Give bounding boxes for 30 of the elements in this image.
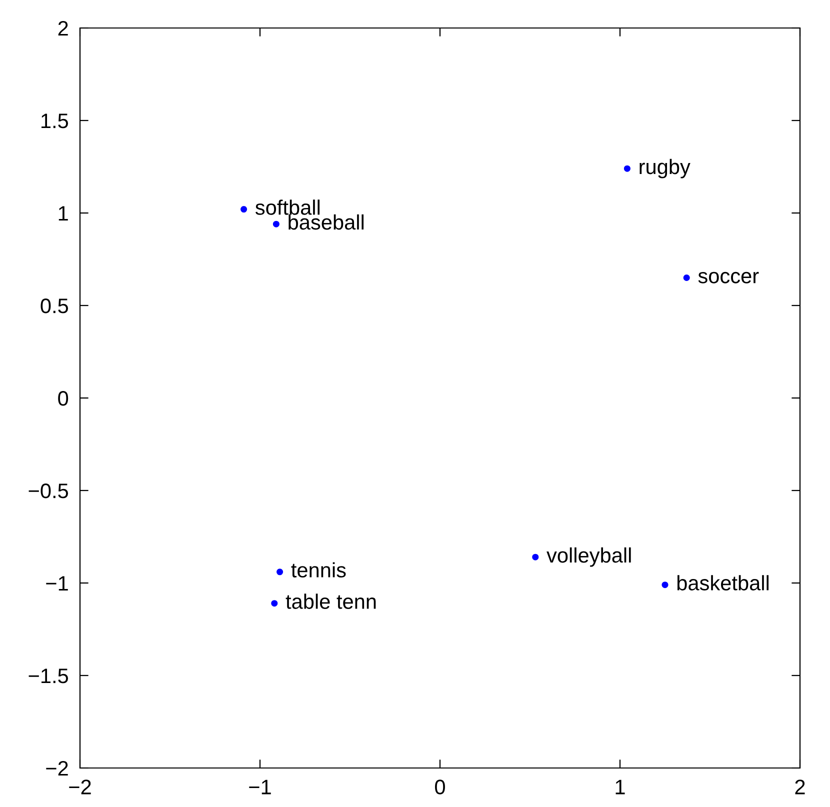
point [662, 582, 668, 588]
point [272, 220, 280, 228]
annotation: softball [255, 200, 320, 215]
x-tick-label: −2 [69, 780, 91, 794]
annotation: volleyball [546, 547, 631, 567]
point [624, 165, 630, 172]
y-tick-label: −1.5 [28, 668, 68, 684]
y-tick-label: −2 [46, 761, 68, 776]
y-tick-label: 1 [58, 206, 68, 221]
annotation: soccer [698, 272, 759, 284]
y-tick-label: 0 [58, 391, 68, 406]
point [532, 554, 539, 560]
y-tick-label: 0.5 [40, 298, 68, 314]
y-tick-label: 1.5 [42, 114, 68, 128]
point [683, 274, 690, 282]
annotation: basketball [677, 575, 769, 590]
annotation: table tenn [286, 594, 376, 609]
y-tick-label: −0.5 [28, 484, 68, 498]
annotation: tennis [291, 562, 346, 578]
annotation: baseball [288, 214, 364, 230]
x-tick-label: 0 [435, 780, 445, 794]
point [271, 600, 278, 607]
x-tick-label: 2 [795, 780, 805, 794]
point [276, 568, 284, 576]
y-tick-label: 2 [58, 21, 68, 36]
x-tick-label: −1 [249, 780, 271, 794]
point [240, 206, 248, 213]
x-tick-label: 1 [616, 780, 625, 794]
y-tick-label: −1 [46, 576, 68, 591]
annotation: rugby [640, 158, 690, 178]
